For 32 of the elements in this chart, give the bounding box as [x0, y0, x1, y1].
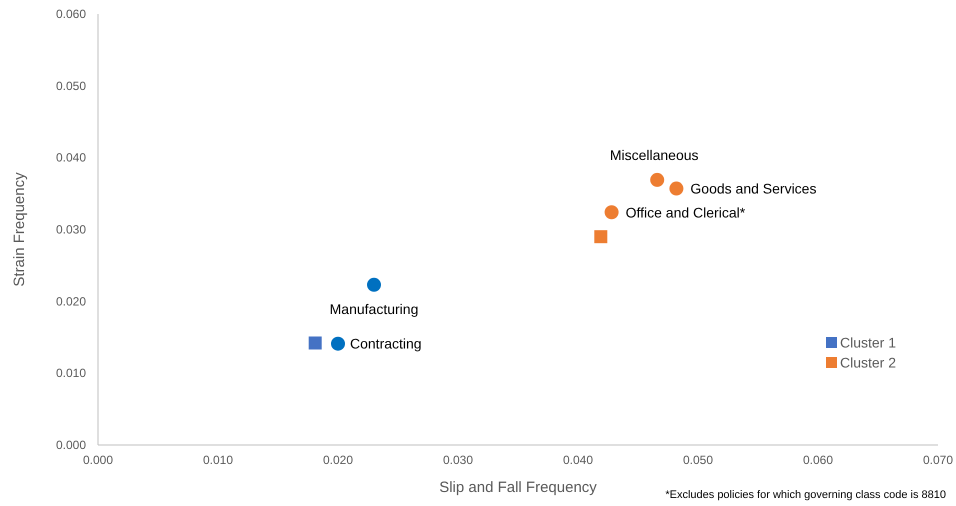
point: [604, 205, 619, 220]
x-tick-label: 0.020: [322, 453, 354, 467]
y-tick-label: 0.000: [56, 438, 86, 452]
y-tick-label: 0.010: [56, 366, 86, 380]
y-tick-label: 0.050: [56, 78, 86, 93]
x-tick-label: 0.060: [802, 453, 834, 467]
point: [367, 278, 381, 292]
x-tick-label: 0.010: [202, 453, 234, 467]
point: [650, 172, 664, 187]
point: [594, 230, 608, 244]
x-tick-label: 0.050: [682, 453, 714, 467]
legend-label: Cluster 2: [840, 354, 896, 370]
annotation: Manufacturing: [330, 300, 418, 317]
annotation: Office and Clerical*: [626, 204, 746, 220]
annotation: Miscellaneous: [610, 146, 699, 163]
x-tick-label: 0.000: [82, 453, 114, 467]
text: *Excludes policies for which governing class code is 8810: [665, 489, 946, 501]
y-tick-label: 0.040: [56, 150, 86, 165]
x-tick-label: 0.040: [562, 453, 594, 467]
y-tick-label: 0.030: [56, 222, 86, 236]
x-tick-label: 0.030: [442, 453, 474, 467]
point: [669, 182, 684, 196]
x-axis-title: Slip and Fall Frequency: [439, 479, 598, 496]
point: [331, 336, 345, 351]
y-axis-title: Strain Frequency: [11, 172, 28, 287]
y-tick-label: 0.060: [56, 7, 86, 21]
y-tick-label: 0.020: [56, 294, 86, 308]
legend-label: Cluster 1: [840, 334, 896, 350]
x-tick-label: 0.070: [922, 453, 954, 467]
annotation: Goods and Services: [690, 180, 816, 197]
annotation: Contracting: [350, 336, 422, 352]
point: [308, 336, 322, 350]
